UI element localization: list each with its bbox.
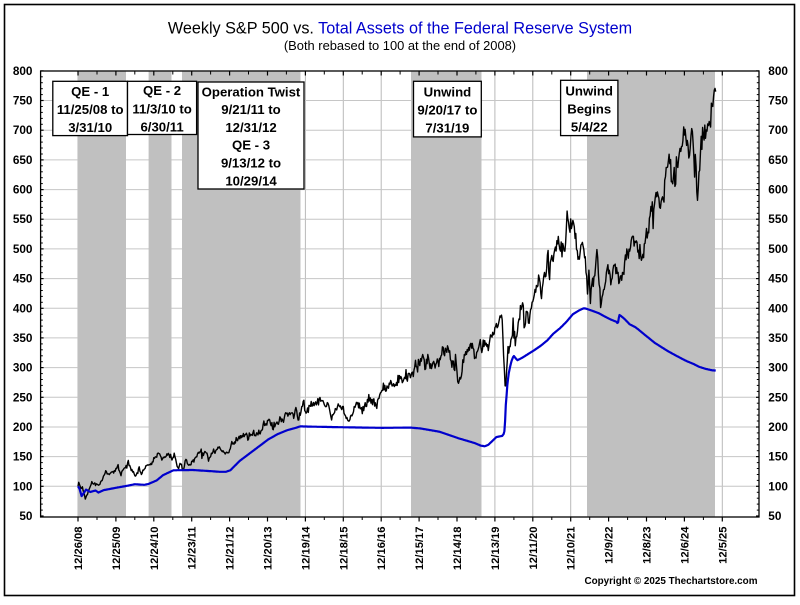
svg-text:50: 50 [768,509,782,523]
svg-text:200: 200 [768,420,788,434]
svg-text:700: 700 [13,123,33,137]
svg-text:350: 350 [768,331,788,345]
svg-text:600: 600 [768,183,788,197]
svg-text:12/10/21: 12/10/21 [566,527,578,571]
svg-text:Begins: Begins [567,101,611,116]
svg-text:600: 600 [13,183,33,197]
svg-text:12/13/19: 12/13/19 [490,527,502,571]
svg-text:9/21/11 to: 9/21/11 to [221,102,280,117]
svg-text:300: 300 [768,361,788,375]
svg-text:12/24/10: 12/24/10 [149,527,161,571]
svg-text:750: 750 [768,94,788,108]
svg-text:Operation Twist: Operation Twist [202,84,301,99]
svg-text:12/25/09: 12/25/09 [111,527,123,571]
svg-text:(Both rebased to 100 at the en: (Both rebased to 100 at the end of 2008) [284,38,516,53]
svg-text:10/29/14: 10/29/14 [225,173,277,188]
svg-text:12/8/23: 12/8/23 [642,527,654,564]
svg-text:12/18/15: 12/18/15 [338,527,350,571]
svg-text:350: 350 [13,331,33,345]
svg-text:500: 500 [13,242,33,256]
svg-text:12/26/08: 12/26/08 [73,527,85,571]
svg-text:Unwind: Unwind [424,84,472,99]
svg-text:12/6/24: 12/6/24 [679,526,691,564]
svg-text:50: 50 [19,509,33,523]
svg-text:400: 400 [13,301,33,315]
svg-text:650: 650 [13,153,33,167]
svg-text:QE - 2: QE - 2 [143,83,181,98]
svg-text:450: 450 [13,272,33,286]
svg-text:12/19/14: 12/19/14 [300,526,312,570]
svg-text:5/4/22: 5/4/22 [571,120,608,135]
svg-text:450: 450 [768,272,788,286]
svg-text:12/15/17: 12/15/17 [414,527,426,571]
svg-text:QE - 3: QE - 3 [232,138,270,153]
svg-text:800: 800 [768,64,788,78]
svg-text:12/11/20: 12/11/20 [528,527,540,570]
svg-text:200: 200 [13,420,33,434]
svg-text:150: 150 [13,450,33,464]
svg-text:9/13/12 to: 9/13/12 to [221,156,281,171]
svg-text:800: 800 [13,64,33,78]
svg-text:550: 550 [768,212,788,226]
svg-text:12/9/22: 12/9/22 [604,527,616,564]
svg-text:9/20/17 to: 9/20/17 to [417,103,477,118]
svg-text:300: 300 [13,361,33,375]
svg-text:550: 550 [13,212,33,226]
svg-text:750: 750 [13,94,33,108]
svg-text:400: 400 [768,301,788,315]
svg-text:500: 500 [768,242,788,256]
svg-text:11/3/10 to: 11/3/10 to [132,101,191,116]
svg-text:7/31/19: 7/31/19 [425,121,469,136]
svg-text:Unwind: Unwind [565,83,613,98]
svg-text:12/21/12: 12/21/12 [225,527,237,571]
svg-text:650: 650 [768,153,788,167]
svg-text:12/20/13: 12/20/13 [263,527,275,571]
svg-text:700: 700 [768,123,788,137]
svg-text:100: 100 [13,479,33,493]
svg-text:12/5/25: 12/5/25 [717,527,729,564]
svg-text:150: 150 [768,450,788,464]
svg-text:6/30/11: 6/30/11 [140,119,183,134]
svg-text:12/31/12: 12/31/12 [225,120,276,135]
svg-text:250: 250 [13,390,33,404]
svg-text:12/16/16: 12/16/16 [376,527,388,571]
svg-text:250: 250 [768,390,788,404]
svg-text:100: 100 [768,479,788,493]
svg-text:Weekly S&P 500 vs. Total Asset: Weekly S&P 500 vs. Total Assets of the F… [168,20,632,38]
svg-text:3/31/10: 3/31/10 [68,120,112,135]
svg-text:11/25/08 to: 11/25/08 to [57,102,124,117]
svg-text:12/14/18: 12/14/18 [452,527,464,571]
svg-text:12/23/11: 12/23/11 [187,527,199,570]
svg-text:Copyright © 2025 Thechartstore: Copyright © 2025 Thechartstore.com [584,576,757,587]
svg-text:QE - 1: QE - 1 [71,84,109,99]
